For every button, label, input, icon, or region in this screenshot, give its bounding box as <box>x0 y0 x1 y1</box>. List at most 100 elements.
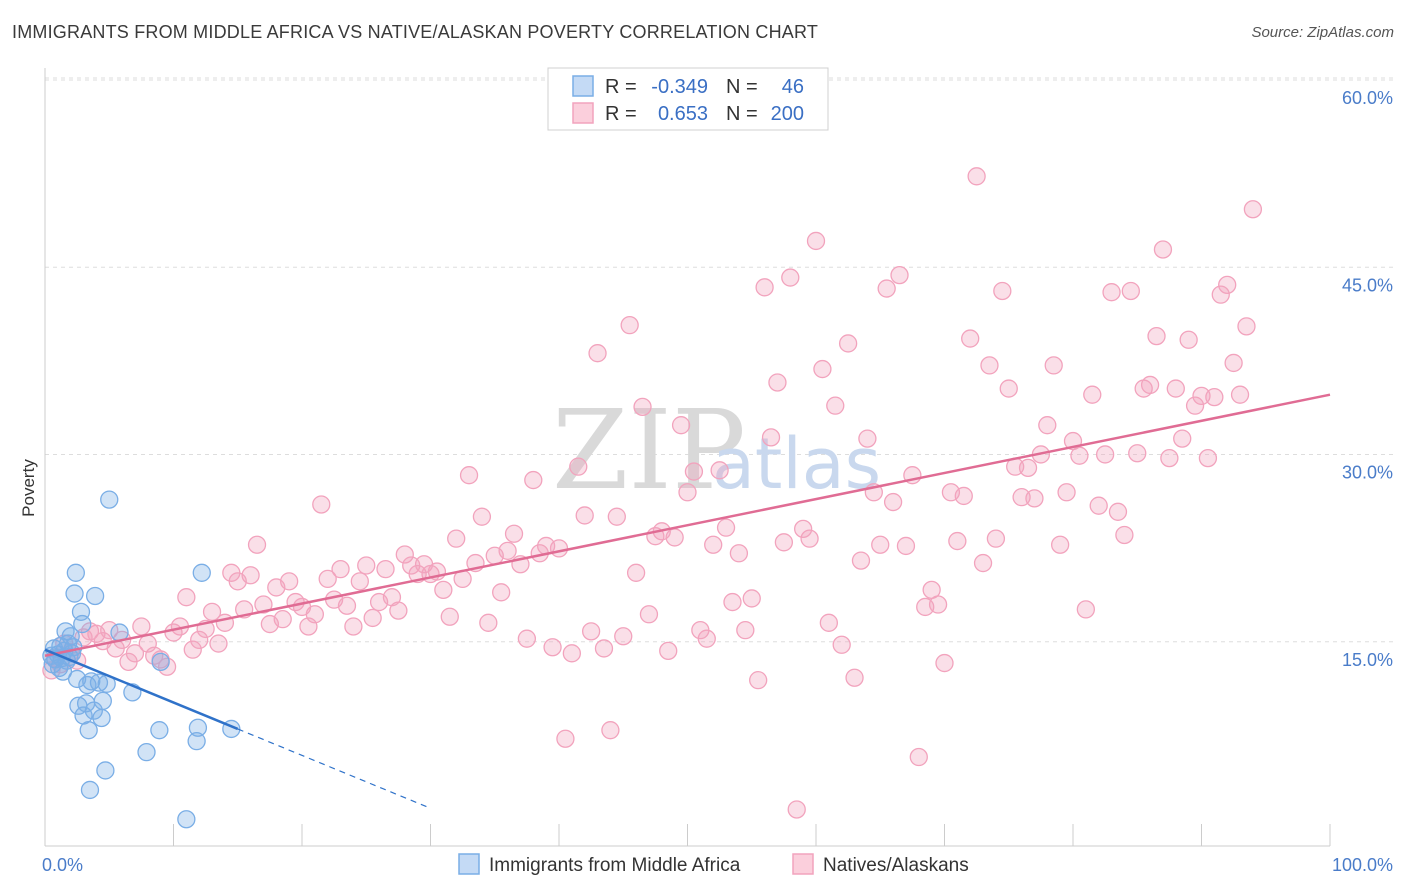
legend-r-value: -0.349 <box>651 76 708 98</box>
legend-blue-swatch <box>572 75 594 97</box>
data-point <box>241 566 260 585</box>
data-point <box>1070 446 1089 465</box>
data-point <box>151 652 170 672</box>
data-point <box>1185 396 1205 415</box>
data-point <box>845 668 864 687</box>
data-point <box>132 617 151 636</box>
data-point <box>1038 416 1057 435</box>
data-point <box>395 545 414 564</box>
data-point <box>755 278 774 297</box>
data-point <box>1051 535 1070 554</box>
data-point <box>749 671 768 690</box>
data-point <box>961 329 980 348</box>
data-point <box>93 691 112 711</box>
natives-trend-line <box>44 393 1331 657</box>
data-point <box>312 495 331 514</box>
data-point <box>826 396 845 415</box>
data-point <box>1025 489 1044 508</box>
data-point <box>594 639 614 658</box>
data-point <box>832 635 851 654</box>
data-point <box>85 586 105 606</box>
data-point <box>890 265 909 285</box>
legend-n-label: N = <box>726 103 758 125</box>
data-point <box>337 596 357 615</box>
x-tick-label: 100.0% <box>1332 855 1393 875</box>
data-point <box>447 529 466 548</box>
data-point <box>434 580 453 600</box>
data-point <box>562 644 581 663</box>
data-point <box>569 457 588 476</box>
watermark-atlas: atlas <box>712 423 881 505</box>
data-point <box>1115 525 1134 545</box>
data-point <box>999 379 1018 398</box>
legend-r-value: 0.653 <box>658 103 708 125</box>
grid-lines <box>45 77 1394 643</box>
data-point <box>190 630 209 650</box>
data-point <box>66 563 85 582</box>
bottom-legend: Immigrants from Middle Africa Natives/Al… <box>458 853 969 876</box>
y-tick-label: 60.0% <box>1342 88 1393 108</box>
data-point <box>1237 317 1256 336</box>
y-tick-label: 30.0% <box>1342 463 1393 483</box>
data-point <box>704 535 723 554</box>
data-point <box>1166 379 1185 398</box>
data-point <box>813 359 832 379</box>
data-point <box>79 721 98 740</box>
data-point <box>549 539 569 558</box>
data-point <box>723 592 742 612</box>
data-point <box>1102 283 1121 302</box>
data-point <box>1205 387 1224 407</box>
data-point <box>376 559 395 579</box>
data-point <box>620 315 639 335</box>
data-point <box>150 721 169 740</box>
data-point <box>883 492 903 512</box>
data-point <box>1179 330 1198 349</box>
data-point <box>948 531 967 551</box>
data-point <box>279 572 299 591</box>
y-axis-title: Poverty <box>19 459 38 517</box>
legend-n-label: N = <box>726 76 758 98</box>
data-point <box>581 622 601 641</box>
data-point <box>209 634 228 653</box>
data-point <box>684 462 704 481</box>
data-point <box>1044 356 1063 375</box>
data-point <box>986 529 1006 548</box>
data-point <box>1211 285 1230 304</box>
data-point <box>626 563 646 582</box>
data-point <box>858 429 877 448</box>
data-point <box>742 589 761 608</box>
data-point <box>273 610 292 629</box>
data-point <box>1128 444 1147 463</box>
data-point <box>993 281 1012 301</box>
data-point <box>909 747 928 767</box>
data-point <box>389 601 408 620</box>
data-point <box>1057 483 1076 502</box>
data-point <box>80 780 100 800</box>
data-point <box>479 613 498 632</box>
data-point <box>498 541 517 560</box>
data-point <box>1198 448 1218 468</box>
data-point <box>1224 353 1243 373</box>
legend-frame <box>547 67 829 131</box>
data-point <box>331 559 350 579</box>
natives-points <box>42 167 1263 819</box>
y-tick-label: 15.0% <box>1342 650 1393 670</box>
data-point <box>1083 385 1102 404</box>
data-point <box>137 742 156 762</box>
data-point <box>187 732 206 751</box>
data-point <box>440 607 459 626</box>
data-point <box>472 507 492 526</box>
data-point <box>67 669 87 689</box>
data-point <box>1218 275 1237 295</box>
data-point <box>575 506 594 525</box>
data-point <box>1243 200 1263 219</box>
data-point <box>177 810 196 829</box>
data-point <box>92 708 111 728</box>
data-point <box>96 761 115 780</box>
data-point <box>1153 240 1173 259</box>
source-label: Source: ZipAtlas.com <box>1251 24 1394 41</box>
data-point <box>768 373 787 392</box>
data-point <box>125 644 145 663</box>
data-point <box>318 569 337 589</box>
